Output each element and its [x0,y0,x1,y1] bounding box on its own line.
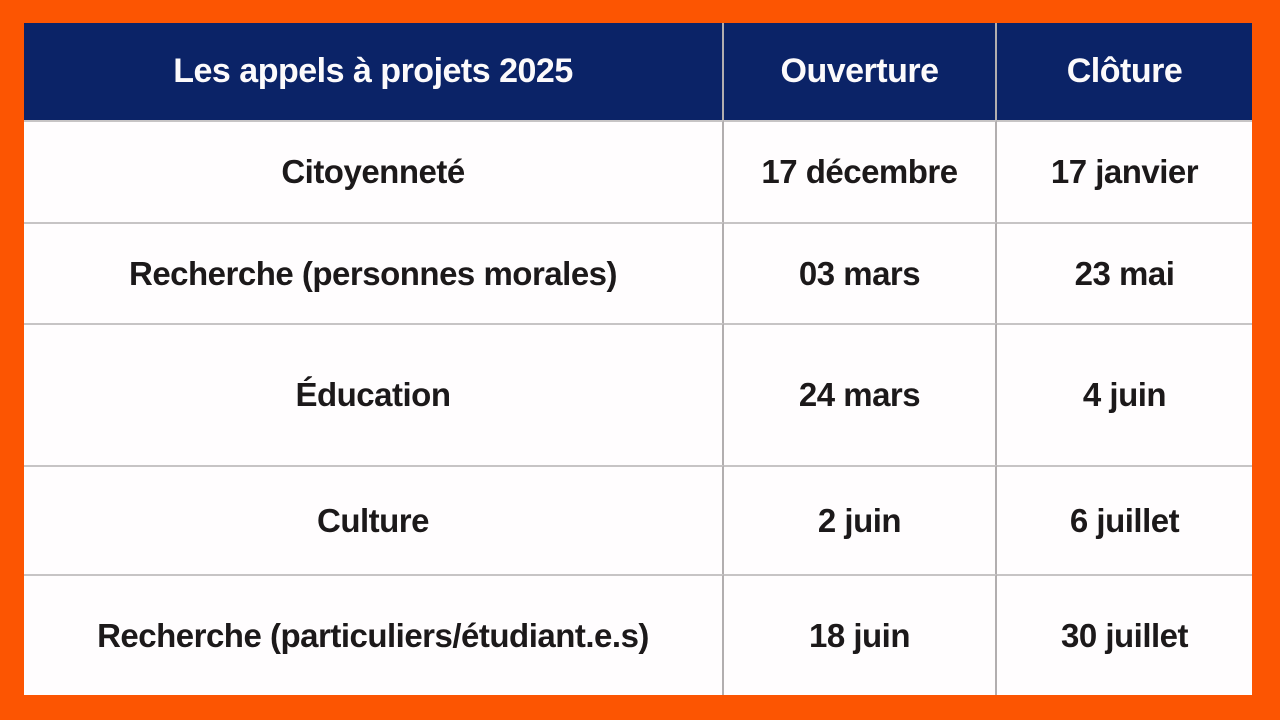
row-cloture-recherche-morales: 23 mai [997,222,1252,323]
row-cloture-citoyennete: 17 janvier [997,120,1252,222]
row-label-education: Éducation [24,323,724,465]
row-ouverture-recherche-particuliers: 18 juin [724,574,997,695]
table-header-title: Les appels à projets 2025 [24,23,724,120]
row-cloture-education: 4 juin [997,323,1252,465]
row-ouverture-citoyennete: 17 décembre [724,120,997,222]
row-label-recherche-particuliers: Recherche (particuliers/étudiant.e.s) [24,574,724,695]
row-ouverture-culture: 2 juin [724,465,997,574]
row-label-citoyennete: Citoyenneté [24,120,724,222]
projects-schedule-table: Les appels à projets 2025 Ouverture Clôt… [24,23,1252,695]
row-ouverture-education: 24 mars [724,323,997,465]
row-cloture-culture: 6 juillet [997,465,1252,574]
table-header-cloture: Clôture [997,23,1252,120]
row-label-recherche-morales: Recherche (personnes morales) [24,222,724,323]
row-label-culture: Culture [24,465,724,574]
row-ouverture-recherche-morales: 03 mars [724,222,997,323]
table-header-ouverture: Ouverture [724,23,997,120]
row-cloture-recherche-particuliers: 30 juillet [997,574,1252,695]
